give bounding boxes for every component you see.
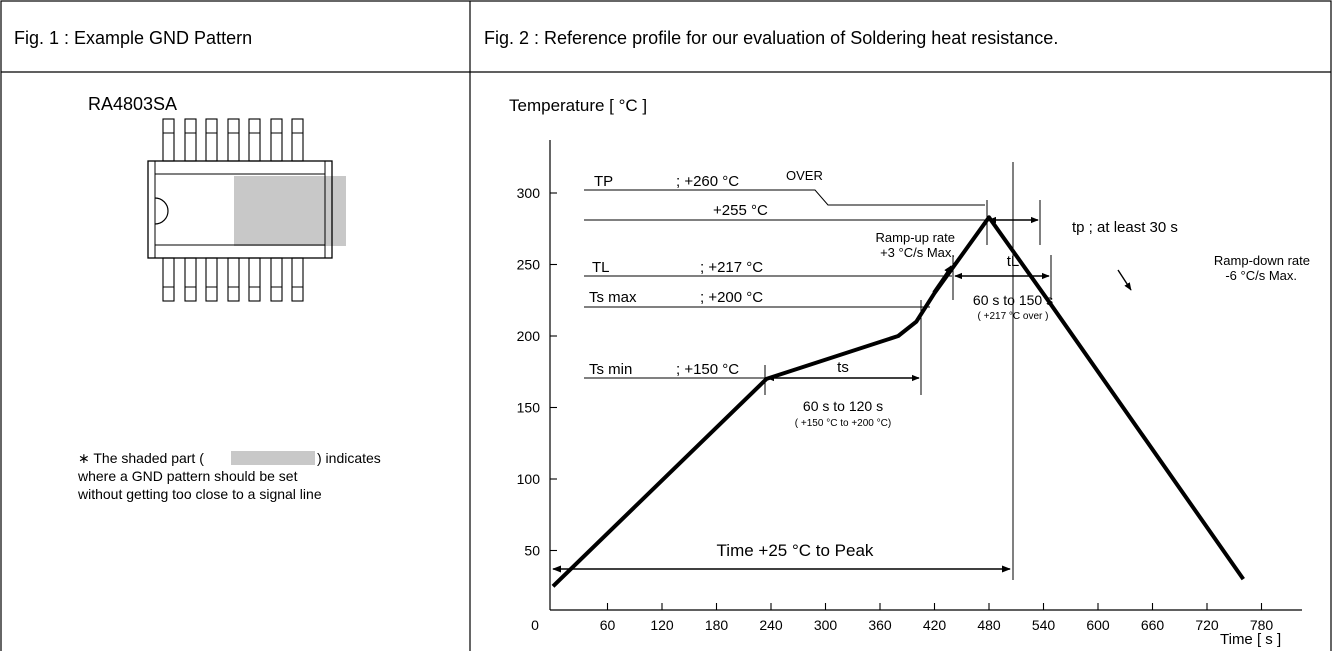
- x-axis-title: Time [ s ]: [1220, 631, 1281, 648]
- guide-lines: [765, 162, 1051, 580]
- ramp-down-line1: Ramp-down rate: [1214, 253, 1310, 268]
- tp-time-label: tp ; at least 30 s: [1072, 219, 1178, 236]
- ramp-down-line2: -6 °C/s Max.: [1225, 268, 1297, 283]
- y-tick-label-150: 150: [517, 400, 541, 416]
- ramp-up-line1: Ramp-up rate: [876, 230, 955, 245]
- x-tick-label-300: 300: [814, 617, 838, 633]
- gnd-pattern-area: [234, 176, 346, 246]
- pin-top-7: [292, 119, 303, 161]
- axes: 50 100 150 200 250 300 0 60 120 180 240 300 360 420 4…: [517, 140, 1302, 633]
- tsmax-value: ; +200 °C: [700, 289, 763, 306]
- pin-bottom-3: [206, 258, 217, 301]
- x-tick-label-600: 600: [1086, 617, 1110, 633]
- note-line1-start: ∗ The shaded part (: [78, 450, 204, 466]
- y-ticks: 50 100 150 200 250 300: [517, 185, 557, 559]
- y-tick-label-200: 200: [517, 328, 541, 344]
- pin-top-4: [228, 119, 239, 161]
- bottom-pins: [163, 258, 303, 301]
- pin-bottom-1: [163, 258, 174, 301]
- x-tick-label-540: 540: [1032, 617, 1056, 633]
- tp-line: [584, 190, 985, 205]
- fig1-note: ∗ The shaded part ( ) indicates where a …: [77, 450, 381, 502]
- pin-top-6: [271, 119, 282, 161]
- tsmin-value: ; +150 °C: [676, 361, 739, 378]
- ramp-up-line2: +3 °C/s Max.: [880, 245, 955, 260]
- ic-package: [148, 119, 346, 301]
- y-tick-label-100: 100: [517, 471, 541, 487]
- tsmax-label: Ts max: [589, 289, 637, 306]
- y-axis-title: Temperature [ °C ]: [509, 96, 647, 115]
- pin-bottom-5: [249, 258, 260, 301]
- x-tick-label-480: 480: [977, 617, 1001, 633]
- tsmin-label: Ts min: [589, 361, 632, 378]
- x-tick-label-180: 180: [705, 617, 729, 633]
- x-tick-label-420: 420: [923, 617, 947, 633]
- pin-top-1: [163, 119, 174, 161]
- span-arrows: ts 60 s to 120 s ( +150 °C to +200 °C) t…: [553, 219, 1178, 569]
- note-line1-end: ) indicates: [317, 450, 381, 466]
- time-to-peak-label: Time +25 °C to Peak: [717, 541, 874, 560]
- fig2-title: Fig. 2 : Reference profile for our evalu…: [484, 28, 1058, 48]
- pin1-notch-icon: [155, 198, 168, 224]
- fig1-title: Fig. 1 : Example GND Pattern: [14, 28, 252, 48]
- note-line2: where a GND pattern should be set: [77, 468, 298, 484]
- x-ticks: 0 60 120 180 240 300 360 420 480 540 600 660 720 780: [531, 603, 1273, 633]
- tl-value: ; +217 °C: [700, 259, 763, 276]
- pin-top-5: [249, 119, 260, 161]
- pin-bottom-7: [292, 258, 303, 301]
- pin-bottom-2: [185, 258, 196, 301]
- y-tick-label-250: 250: [517, 257, 541, 273]
- tp-over: OVER: [786, 168, 823, 183]
- reflow-profile-line: [553, 217, 1243, 586]
- tp-label: TP: [594, 173, 613, 190]
- tp-value: ; +260 °C: [676, 173, 739, 190]
- x-tick-label-660: 660: [1141, 617, 1165, 633]
- ts-range: 60 s to 120 s: [803, 398, 883, 414]
- part-name: RA4803SA: [88, 94, 177, 114]
- pin-top-3: [206, 119, 217, 161]
- x-tick-label-720: 720: [1195, 617, 1219, 633]
- note-shade-sample: [231, 451, 315, 465]
- y-tick-label-300: 300: [517, 185, 541, 201]
- x-tick-label-360: 360: [868, 617, 892, 633]
- x-tick-label-60: 60: [600, 617, 616, 633]
- ts-range-note: ( +150 °C to +200 °C): [795, 418, 891, 429]
- x-tick-label-0: 0: [531, 617, 539, 633]
- x-tick-label-240: 240: [759, 617, 783, 633]
- ts-label: ts: [837, 359, 849, 376]
- ramp-down-arrow-icon: [1118, 270, 1131, 290]
- tl-label: TL: [592, 259, 610, 276]
- t255-value: +255 °C: [713, 202, 768, 219]
- tl-range: 60 s to 150 s: [973, 292, 1053, 308]
- tl-range-note: ( +217 °C over ): [978, 311, 1049, 322]
- y-tick-label-50: 50: [524, 543, 540, 559]
- x-tick-label-120: 120: [650, 617, 674, 633]
- top-pins: [163, 119, 303, 161]
- x-tick-label-780: 780: [1250, 617, 1274, 633]
- profile-curve: [553, 217, 1244, 586]
- note-line3: without getting too close to a signal li…: [77, 486, 322, 502]
- pin-bottom-6: [271, 258, 282, 301]
- reference-levels: TP ; +260 °C OVER +255 °C TL ; +217 °C T…: [584, 168, 990, 378]
- pin-top-2: [185, 119, 196, 161]
- pin-bottom-4: [228, 258, 239, 301]
